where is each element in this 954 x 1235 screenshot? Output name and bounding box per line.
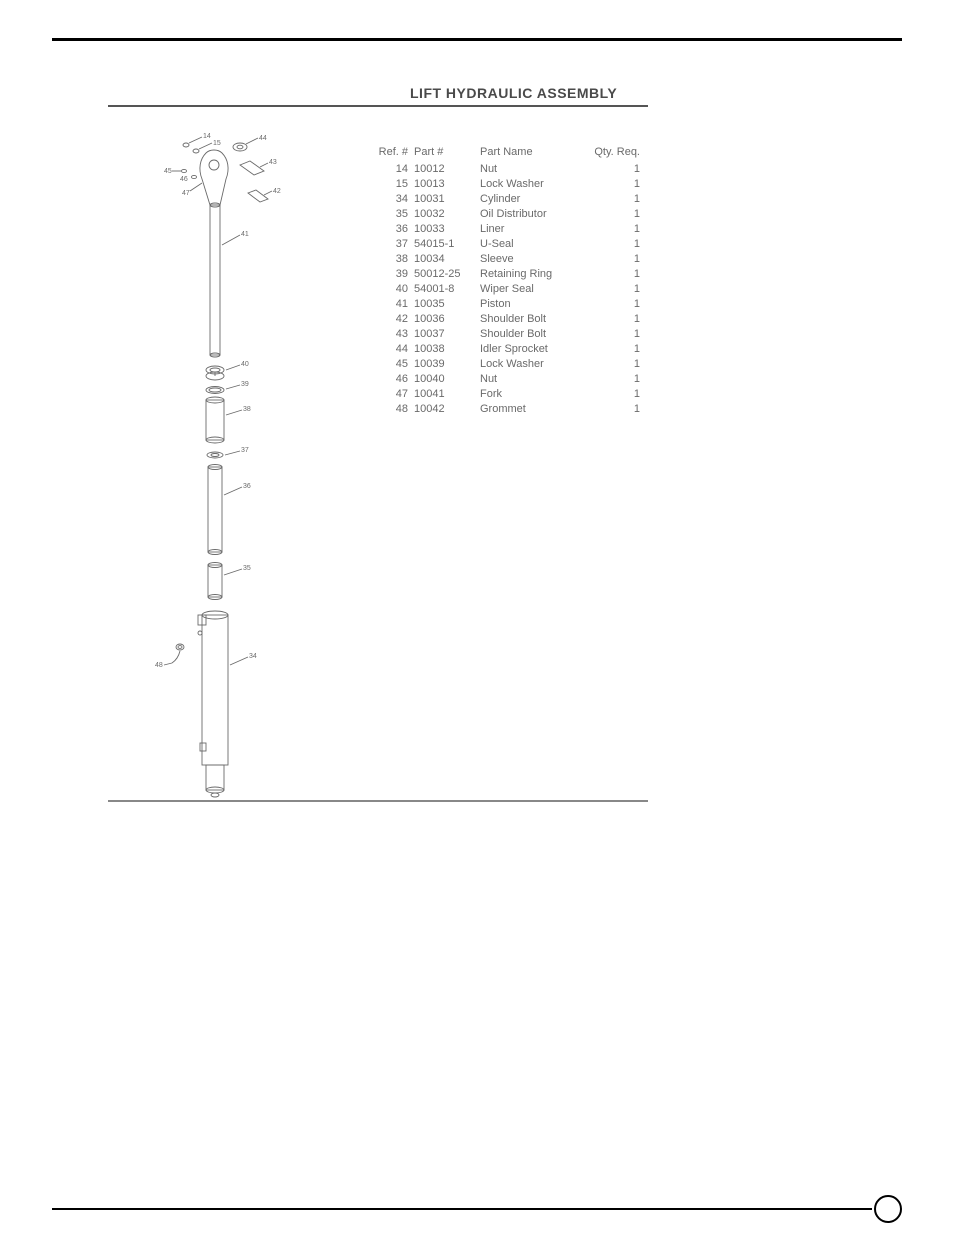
callout-14: 14 [203, 133, 211, 140]
table-row: 3610033Liner1 [368, 222, 640, 237]
table-row: 3950012-25Retaining Ring1 [368, 267, 640, 282]
page-top-rule [52, 38, 902, 41]
callout-46: 46 [180, 176, 188, 183]
section-title: LIFT HYDRAULIC ASSEMBLY [410, 85, 617, 101]
table-row: 4710041Fork1 [368, 387, 640, 402]
callout-34: 34 [249, 653, 257, 660]
header-ref: Ref. # [368, 145, 414, 160]
table-row: 3810034Sleeve1 [368, 252, 640, 267]
callout-42: 42 [273, 188, 281, 195]
table-row: 1510013Lock Washer1 [368, 177, 640, 192]
callout-44: 44 [259, 135, 267, 142]
table-row: 4054001-8Wiper Seal1 [368, 282, 640, 297]
table-row: 3754015-1U-Seal1 [368, 237, 640, 252]
table-row: 4410038Idler Sprocket1 [368, 342, 640, 357]
footer-circle-icon [874, 1195, 902, 1223]
table-row: 1410012Nut1 [368, 162, 640, 177]
header-qty: Qty. Req. [590, 145, 640, 160]
footer-line [52, 1208, 872, 1210]
content-bottom-rule [108, 800, 648, 802]
callout-38: 38 [243, 406, 251, 413]
table-row: 3410031Cylinder1 [368, 192, 640, 207]
page-footer-rule [52, 1195, 902, 1225]
callout-45: 45 [164, 168, 172, 175]
table-row: 4810042Grommet1 [368, 402, 640, 417]
table-row: 4110035Piston1 [368, 297, 640, 312]
table-row: 4210036Shoulder Bolt1 [368, 312, 640, 327]
exploded-diagram: 14 15 44 43 42 45 46 47 41 40 39 38 37 3… [150, 135, 320, 800]
table-header-row: Ref. # Part # Part Name Qty. Req. [368, 145, 640, 160]
table-row: 4310037Shoulder Bolt1 [368, 327, 640, 342]
parts-table: Ref. # Part # Part Name Qty. Req. 141001… [368, 145, 640, 417]
title-underline [108, 105, 648, 107]
callout-39: 39 [241, 381, 249, 388]
callout-41: 41 [241, 231, 249, 238]
callout-36: 36 [243, 483, 251, 490]
table-row: 4610040Nut1 [368, 372, 640, 387]
callout-35: 35 [243, 565, 251, 572]
callout-47: 47 [182, 190, 190, 197]
callout-37: 37 [241, 447, 249, 454]
header-part: Part # [414, 145, 480, 160]
callout-40: 40 [241, 361, 249, 368]
header-name: Part Name [480, 145, 590, 160]
callout-43: 43 [269, 159, 277, 166]
table-row: 3510032Oil Distributor1 [368, 207, 640, 222]
table-row: 4510039Lock Washer1 [368, 357, 640, 372]
callout-15: 15 [213, 140, 221, 147]
callout-48: 48 [155, 662, 163, 669]
